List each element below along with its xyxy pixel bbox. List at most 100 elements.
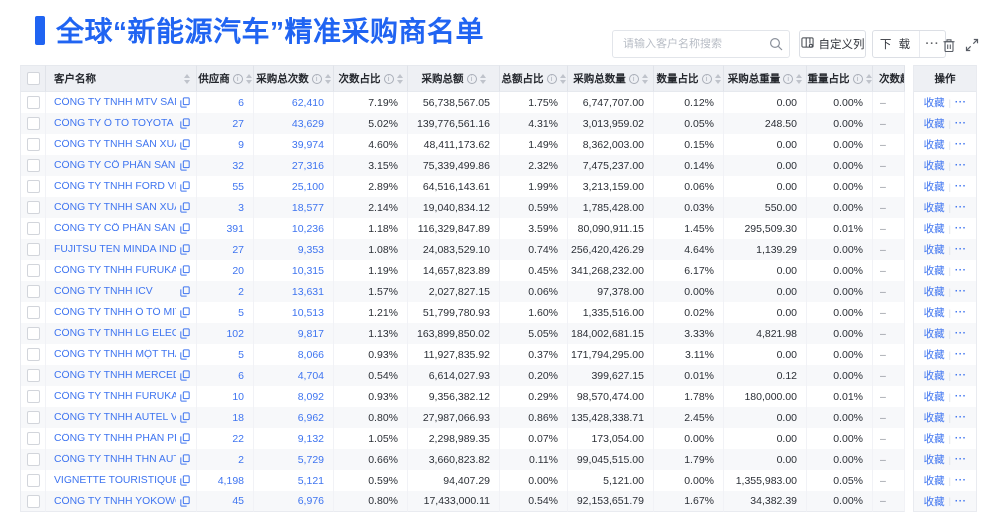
info-icon[interactable] (546, 73, 557, 84)
trash-icon[interactable] (940, 36, 958, 54)
row-checkbox[interactable] (26, 390, 40, 403)
row-checkbox[interactable] (26, 494, 40, 508)
sort-icon[interactable] (184, 73, 190, 84)
header-supplier[interactable]: 供应商 (197, 65, 254, 92)
info-icon[interactable] (852, 73, 863, 84)
row-more-button[interactable]: ··· (954, 244, 967, 255)
favorite-link[interactable]: 收藏 (923, 495, 945, 508)
company-name-link[interactable]: CÔNG TY TNHH MỘT THÀNH V... (54, 349, 176, 360)
row-more-button[interactable]: ··· (954, 349, 967, 360)
row-checkbox[interactable] (26, 264, 40, 277)
row-more-button[interactable]: ··· (954, 139, 967, 150)
row-checkbox[interactable] (26, 411, 40, 424)
header-purchase-amount[interactable]: 采购总额 (408, 65, 500, 92)
favorite-link[interactable]: 收藏 (923, 433, 945, 445)
company-name-link[interactable]: CÔNG TY TNHH LG ELECTRON... (54, 328, 176, 339)
select-all-checkbox[interactable] (26, 72, 40, 85)
favorite-link[interactable]: 收藏 (923, 391, 945, 403)
company-name-link[interactable]: CÔNG TY TNHH PHÂN PHỐI T... (54, 433, 176, 444)
sort-icon[interactable] (865, 73, 872, 84)
row-checkbox[interactable] (26, 285, 40, 298)
company-name-link[interactable]: CÔNG TY TNHH ICV (54, 286, 153, 297)
row-more-button[interactable]: ··· (954, 160, 967, 171)
company-name-link[interactable]: CÔNG TY TNHH AUTEL VIỆT N... (54, 412, 176, 423)
row-more-button[interactable]: ··· (954, 265, 967, 276)
copy-icon[interactable] (180, 223, 190, 234)
copy-icon[interactable] (180, 370, 190, 381)
company-name-link[interactable]: CÔNG TY TNHH FURUKAWA A... (54, 265, 176, 276)
row-checkbox[interactable] (26, 306, 40, 319)
row-more-button[interactable]: ··· (954, 475, 967, 486)
row-checkbox[interactable] (26, 159, 40, 172)
customize-columns-button[interactable]: 自定义列 (799, 30, 866, 58)
row-checkbox[interactable] (26, 453, 40, 466)
sort-icon[interactable] (559, 73, 566, 84)
row-more-button[interactable]: ··· (954, 97, 967, 108)
copy-icon[interactable] (180, 244, 190, 255)
row-more-button[interactable]: ··· (954, 454, 967, 465)
company-name-link[interactable]: CÔNG TY TNHH Ô TÔ MITSUBI... (54, 307, 176, 318)
row-more-button[interactable]: ··· (954, 433, 967, 444)
favorite-link[interactable]: 收藏 (923, 412, 945, 424)
sort-icon[interactable] (714, 73, 721, 84)
row-checkbox[interactable] (26, 180, 40, 193)
header-times-percent[interactable]: 次数占比 (334, 65, 408, 92)
copy-icon[interactable] (180, 202, 190, 213)
copy-icon[interactable] (180, 475, 190, 486)
favorite-link[interactable]: 收藏 (923, 97, 945, 109)
info-icon[interactable] (466, 73, 477, 84)
company-name-link[interactable]: CÔNG TY TNHH YOKOWO VIỆT... (54, 495, 176, 507)
customer-search[interactable] (612, 30, 790, 58)
row-checkbox[interactable] (26, 138, 40, 151)
company-name-link[interactable]: FUJITSU TEN MINDA INDIA PVT... (54, 244, 176, 255)
row-checkbox[interactable] (26, 432, 40, 445)
header-quantity-percent[interactable]: 数量占比 (654, 65, 724, 92)
favorite-link[interactable]: 收藏 (923, 307, 945, 319)
company-name-link[interactable]: CÔNG TY TNHH SẢN XUẤT VÀ ... (54, 202, 176, 213)
row-more-button[interactable]: ··· (954, 391, 967, 402)
copy-icon[interactable] (180, 349, 190, 360)
company-name-link[interactable]: CÔNG TY TNHH FORD VIỆT NAM (54, 181, 176, 192)
row-checkbox[interactable] (26, 117, 40, 130)
header-purchase-weight[interactable]: 采购总重量 (724, 65, 807, 92)
copy-icon[interactable] (180, 307, 190, 318)
company-name-link[interactable]: CÔNG TY TNHH MTV SẢN XUẤ... (54, 97, 176, 108)
copy-icon[interactable] (180, 97, 190, 108)
info-icon[interactable] (783, 73, 794, 84)
copy-icon[interactable] (180, 181, 190, 192)
info-icon[interactable] (383, 73, 394, 84)
row-more-button[interactable]: ··· (954, 118, 967, 129)
row-more-button[interactable]: ··· (954, 495, 967, 507)
copy-icon[interactable] (180, 391, 190, 402)
header-purchase-times[interactable]: 采购总次数 (254, 65, 334, 92)
company-name-link[interactable]: VIGNETTE TOURISTIQUE G UNI... (54, 475, 176, 486)
favorite-link[interactable]: 收藏 (923, 139, 945, 151)
company-name-link[interactable]: CÔNG TY TNHH THN AUTOPAR... (54, 454, 176, 465)
download-button[interactable]: 下 载 (879, 39, 913, 51)
download-more-button[interactable]: ··· (919, 31, 945, 57)
info-icon[interactable] (232, 73, 243, 84)
favorite-link[interactable]: 收藏 (923, 244, 945, 256)
favorite-link[interactable]: 收藏 (923, 223, 945, 235)
row-more-button[interactable]: ··· (954, 370, 967, 381)
row-more-button[interactable]: ··· (954, 202, 967, 213)
favorite-link[interactable]: 收藏 (923, 286, 945, 298)
search-input[interactable] (613, 38, 769, 50)
row-more-button[interactable]: ··· (954, 223, 967, 234)
header-customer-name[interactable]: 客户名称 (46, 65, 197, 92)
sort-icon[interactable] (796, 73, 803, 84)
row-checkbox[interactable] (26, 348, 40, 361)
sort-icon[interactable] (245, 73, 252, 84)
copy-icon[interactable] (180, 328, 190, 339)
row-more-button[interactable]: ··· (954, 286, 967, 297)
favorite-link[interactable]: 收藏 (923, 118, 945, 130)
favorite-link[interactable]: 收藏 (923, 160, 945, 172)
company-name-link[interactable]: CÔNG TY TNHH SẢN XUẤT VÀ ... (54, 139, 176, 150)
row-checkbox[interactable] (26, 201, 40, 214)
copy-icon[interactable] (180, 265, 190, 276)
copy-icon[interactable] (180, 139, 190, 150)
fullscreen-icon[interactable] (963, 36, 981, 54)
sort-icon[interactable] (324, 73, 331, 84)
favorite-link[interactable]: 收藏 (923, 349, 945, 361)
row-more-button[interactable]: ··· (954, 328, 967, 339)
